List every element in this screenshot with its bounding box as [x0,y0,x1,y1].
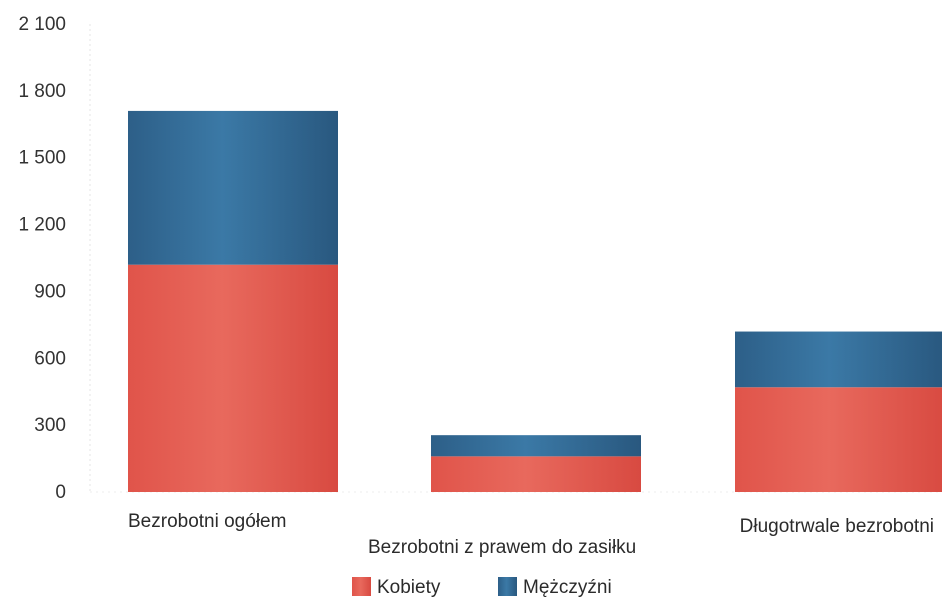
y-tick-label: 300 [34,415,66,436]
legend-label: Kobiety [377,577,441,598]
x-category-label: Bezrobotni ogółem [128,511,286,532]
bar-segment-mezczyzni [431,435,641,457]
legend: Kobiety Mężczyźni [352,577,612,598]
bar-segment-kobiety [431,456,641,492]
bar-segment-mezczyzni [128,110,338,265]
legend-swatch-mezczyzni [498,577,517,596]
x-axis-labels: Bezrobotni ogółem Bezrobotni z prawem do … [128,511,934,558]
bars [128,110,942,492]
bar-segment-mezczyzni [735,331,942,388]
legend-label: Mężczyźni [523,577,612,598]
y-tick-label: 0 [55,482,66,503]
x-category-label: Długotrwale bezrobotni [740,516,934,537]
y-tick-label: 1 500 [18,148,66,169]
bar-segment-kobiety [735,387,942,492]
y-tick-label: 1 800 [18,81,66,102]
y-tick-label: 2 100 [18,14,66,35]
x-category-label: Bezrobotni z prawem do zasiłku [368,537,636,558]
y-tick-label: 900 [34,281,66,302]
bar-segment-kobiety [128,264,338,492]
legend-swatch-kobiety [352,577,371,596]
y-tick-label: 1 200 [18,215,66,236]
y-tick-label: 600 [34,348,66,369]
